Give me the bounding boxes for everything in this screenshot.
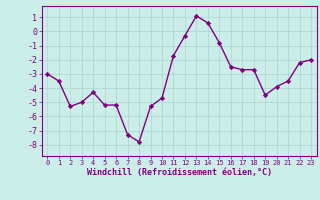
X-axis label: Windchill (Refroidissement éolien,°C): Windchill (Refroidissement éolien,°C) [87, 168, 272, 177]
